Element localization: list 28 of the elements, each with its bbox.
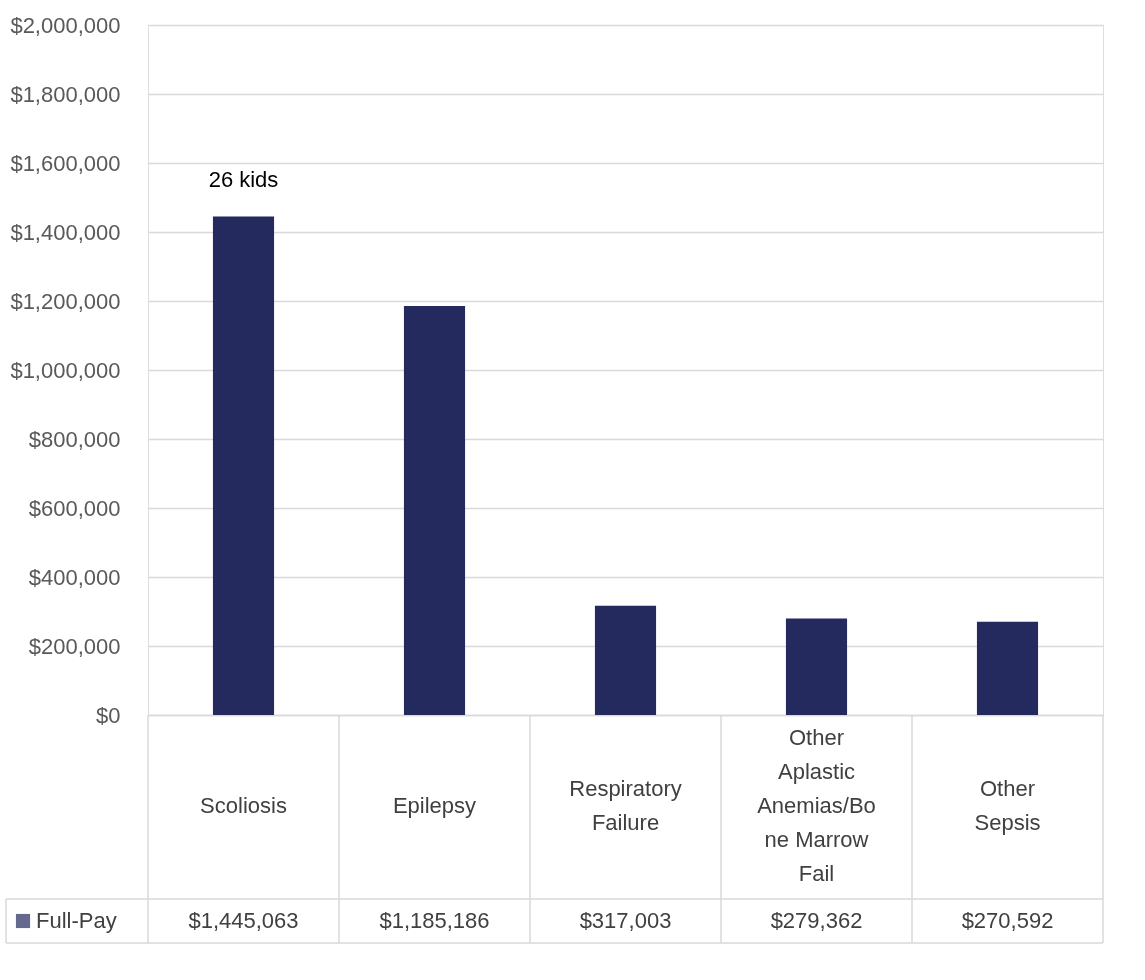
legend-label: Full-Pay — [36, 908, 117, 933]
bar — [594, 605, 657, 715]
y-tick-label: $0 — [96, 702, 121, 728]
text: $317,003 — [579, 908, 672, 933]
y-tick-label: $200,000 — [28, 633, 121, 659]
y-tick-label: $1,600,000 — [10, 150, 121, 176]
text: $1,445,063 — [188, 908, 299, 933]
y-tick-label: $1,400,000 — [10, 219, 121, 245]
x-tick-label: Scoliosis — [200, 793, 287, 818]
x-tick-label: Epilepsy — [392, 793, 477, 818]
text: $1,185,186 — [379, 908, 490, 933]
bar — [212, 216, 275, 715]
bar — [785, 618, 848, 715]
y-tick-label: $1,000,000 — [10, 357, 121, 383]
annotation: 26 kids — [208, 167, 279, 193]
y-tick-label: $2,000,000 — [10, 12, 121, 38]
bar — [403, 306, 466, 715]
y-tick-label: $400,000 — [28, 564, 121, 590]
y-tick-label: $800,000 — [28, 426, 121, 452]
x-tick-label: Other Aplastic Anemias/Bone Marrow Fail — [757, 725, 876, 886]
bar — [976, 621, 1039, 715]
y-tick-label: $1,200,000 — [10, 288, 121, 314]
y-tick-label: $600,000 — [28, 495, 121, 521]
x-tick-label: Respiratory Failure — [569, 776, 682, 835]
text: $279,362 — [770, 908, 863, 933]
y-tick-label: $1,800,000 — [10, 81, 121, 107]
x-tick-label: Other Sepsis — [974, 776, 1041, 835]
text: $270,592 — [961, 908, 1054, 933]
